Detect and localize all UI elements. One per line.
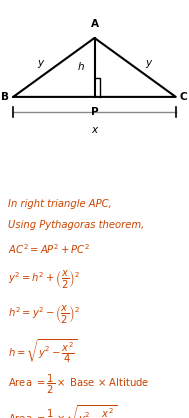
Text: In right triangle APC,: In right triangle APC, bbox=[8, 199, 111, 209]
Text: Area $= \dfrac{1}{2} \times \sqrt{y^2 - \dfrac{x^2}{4}}$: Area $= \dfrac{1}{2} \times \sqrt{y^2 - … bbox=[8, 403, 117, 418]
Text: B: B bbox=[2, 92, 9, 102]
Text: x: x bbox=[91, 125, 98, 135]
Text: A: A bbox=[91, 19, 98, 29]
Text: $y^2 = h^2 + \left(\dfrac{x}{2}\right)^2$: $y^2 = h^2 + \left(\dfrac{x}{2}\right)^2… bbox=[8, 268, 80, 291]
Text: Area $= \dfrac{1}{2} \times$ Base $\times$ Altitude: Area $= \dfrac{1}{2} \times$ Base $\time… bbox=[8, 373, 149, 396]
Text: y: y bbox=[145, 58, 151, 68]
Text: Using Pythagoras theorem,: Using Pythagoras theorem, bbox=[8, 220, 144, 230]
Text: $h^2 = y^2 - \left(\dfrac{x}{2}\right)^2$: $h^2 = y^2 - \left(\dfrac{x}{2}\right)^2… bbox=[8, 303, 79, 325]
Text: $AC^2 = AP^2 + PC^2$: $AC^2 = AP^2 + PC^2$ bbox=[8, 242, 90, 256]
Text: y: y bbox=[38, 58, 44, 68]
Text: P: P bbox=[91, 107, 98, 117]
Text: $h = \sqrt{y^2 - \dfrac{x^2}{4}}$: $h = \sqrt{y^2 - \dfrac{x^2}{4}}$ bbox=[8, 338, 77, 365]
Text: h: h bbox=[78, 62, 85, 72]
Text: C: C bbox=[180, 92, 187, 102]
